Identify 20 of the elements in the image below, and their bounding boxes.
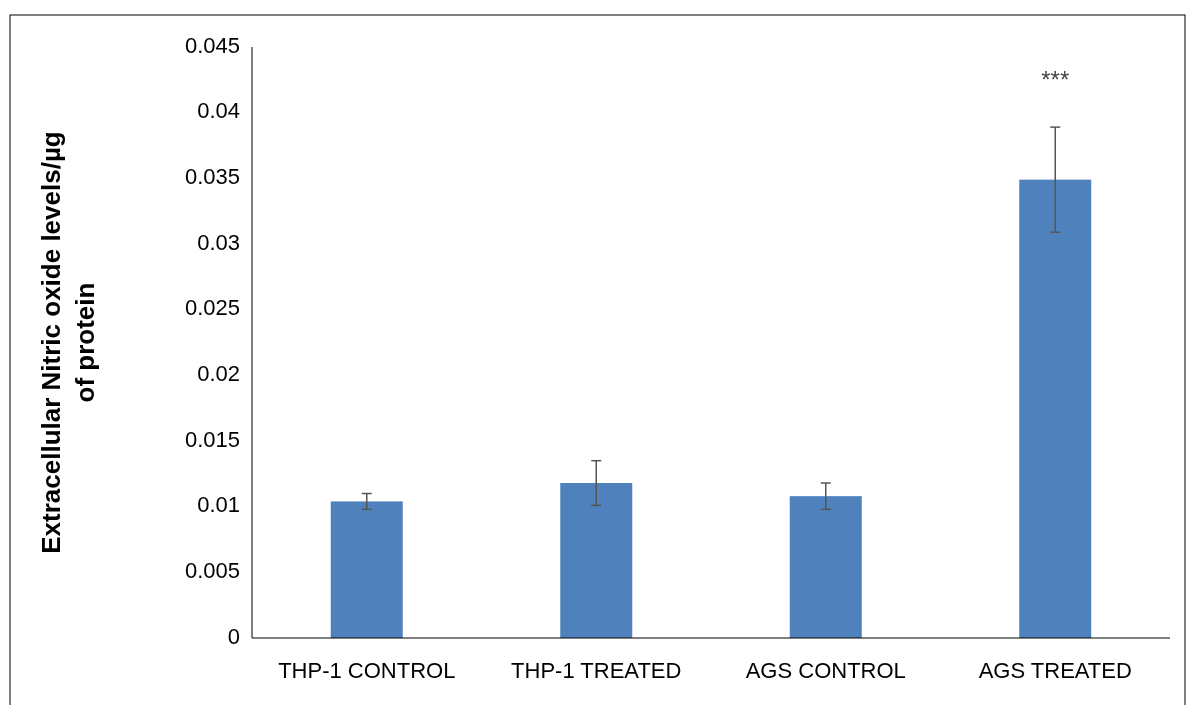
y-tick-label: 0.03 <box>197 229 240 255</box>
y-tick-label: 0.005 <box>184 558 240 584</box>
y-tick-label: 0 <box>227 623 240 649</box>
bar <box>789 496 862 638</box>
x-tick-label: AGS TREATED <box>978 658 1132 683</box>
y-tick-label: 0.02 <box>197 361 240 387</box>
y-tick-label: 0.01 <box>197 492 240 518</box>
y-tick-label: 0.04 <box>197 98 240 124</box>
y-tick-label: 0.045 <box>184 32 240 58</box>
x-tick-label: THP-1 TREATED <box>511 658 682 683</box>
y-tick-label: 0.015 <box>184 426 240 452</box>
y-tick-label: 0.035 <box>184 164 240 190</box>
x-tick-label: THP-1 CONTROL <box>278 658 456 683</box>
y-tick-label: 0.025 <box>184 295 240 321</box>
annotation: *** <box>1041 66 1070 94</box>
bar <box>330 501 403 638</box>
y-axis-title: Extracellular Nitric oxide levels/µg of protein <box>36 131 100 554</box>
x-tick-label: AGS CONTROL <box>745 658 906 683</box>
bar <box>1019 179 1092 638</box>
bar <box>560 483 633 638</box>
